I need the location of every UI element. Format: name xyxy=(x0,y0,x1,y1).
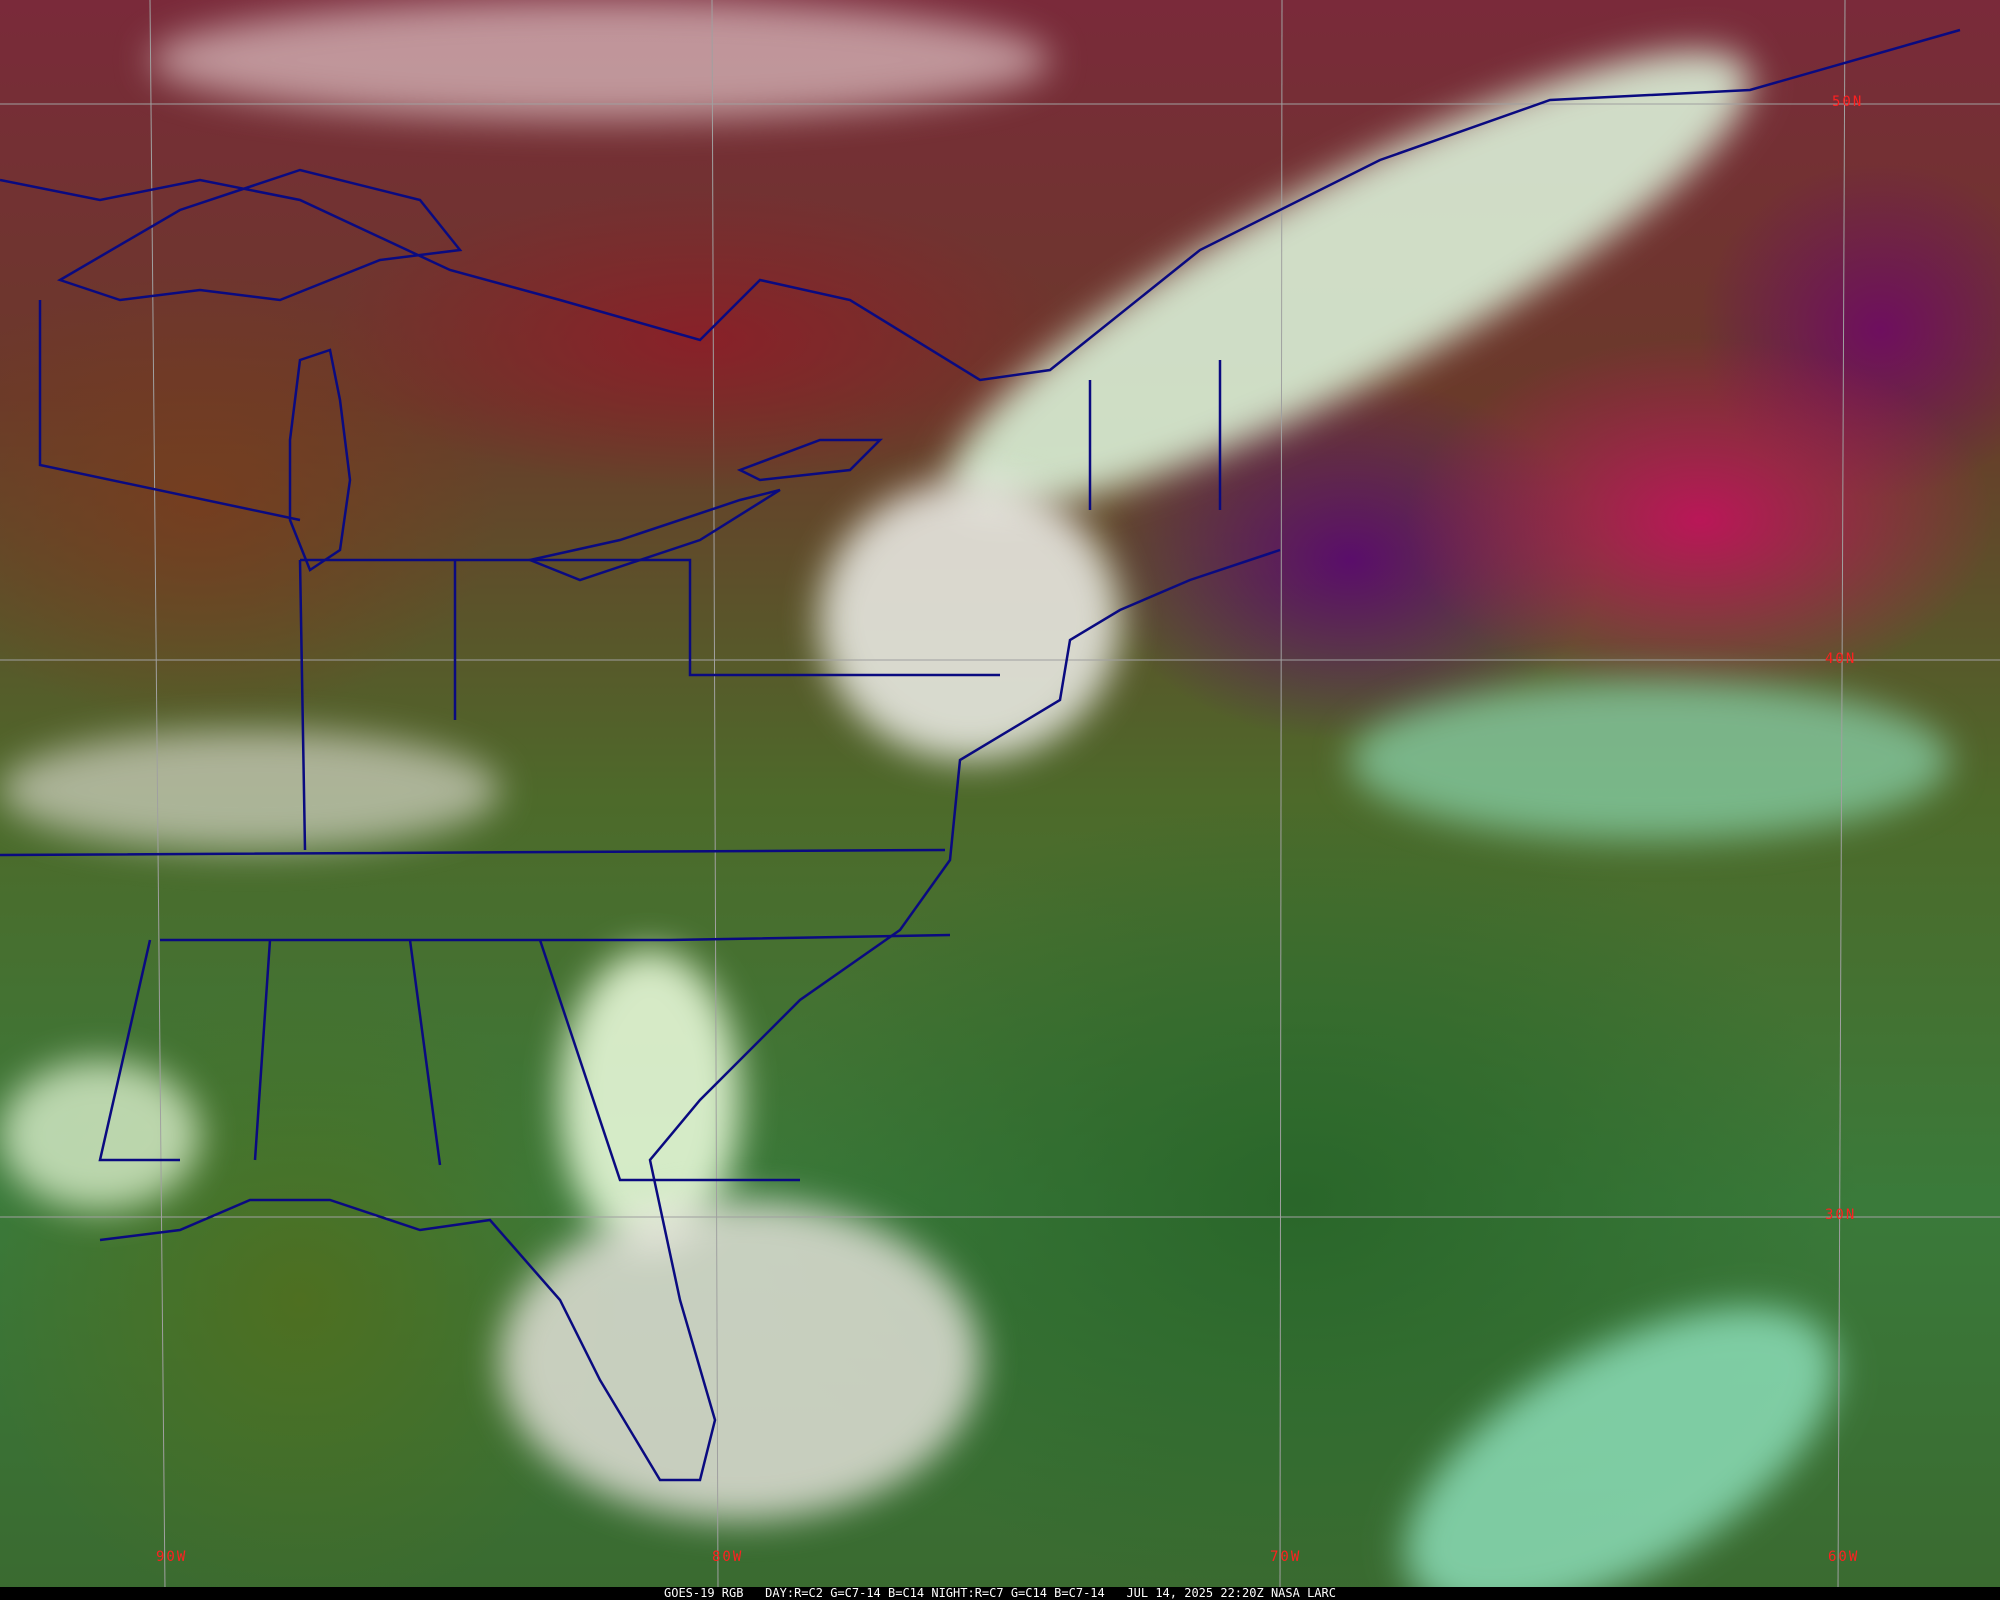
great-lakes-michigan xyxy=(288,348,352,572)
cloud-southeast xyxy=(560,950,740,1250)
lon-line-60w xyxy=(1837,0,1846,1591)
great-lakes-superior xyxy=(56,168,463,302)
lon-label-80w: 80W xyxy=(712,1549,744,1565)
cloud-north-top xyxy=(150,0,1050,120)
lon-label-70w: 70W xyxy=(1270,1549,1302,1565)
cloud-mid-atlantic xyxy=(820,480,1120,760)
caption-night-recipe: NIGHT:R=C7 G=C14 B=C7-14 xyxy=(931,1586,1105,1600)
coastline-east xyxy=(99,548,1281,1482)
state-lines xyxy=(0,300,1222,1182)
cloud-atlantic-east xyxy=(1350,680,1950,840)
caption-day-recipe: DAY:R=C2 G=C7-14 B=C14 xyxy=(765,1586,925,1600)
lon-line-70w xyxy=(1279,0,1283,1591)
cloud-florida xyxy=(500,1200,980,1520)
lon-line-90w xyxy=(149,0,166,1591)
boundaries xyxy=(0,28,1961,1482)
caption-credit: NASA LARC xyxy=(1270,1586,1336,1600)
cloud-gulf-coast xyxy=(0,1060,200,1210)
great-lakes-ontario xyxy=(736,438,884,482)
caption-satellite: GOES-19 RGB xyxy=(664,1586,744,1600)
caption-timestamp: JUL 14, 2025 22:20Z xyxy=(1126,1586,1264,1600)
lon-label-60w: 60W xyxy=(1828,1549,1860,1565)
lon-line-80w xyxy=(711,0,719,1591)
lat-label-50n: 50N xyxy=(1832,94,1864,110)
lat-label-30n: 30N xyxy=(1825,1207,1857,1223)
lat-label-40n: 40N xyxy=(1825,651,1857,667)
canada-border xyxy=(0,28,1961,382)
great-lakes-erie xyxy=(525,488,781,582)
image-caption-bar: GOES-19 RGB DAY:R=C2 G=C7-14 B=C14 NIGHT… xyxy=(0,1587,2000,1600)
lon-label-90w: 90W xyxy=(156,1549,188,1565)
cloud-midwest xyxy=(0,730,500,850)
